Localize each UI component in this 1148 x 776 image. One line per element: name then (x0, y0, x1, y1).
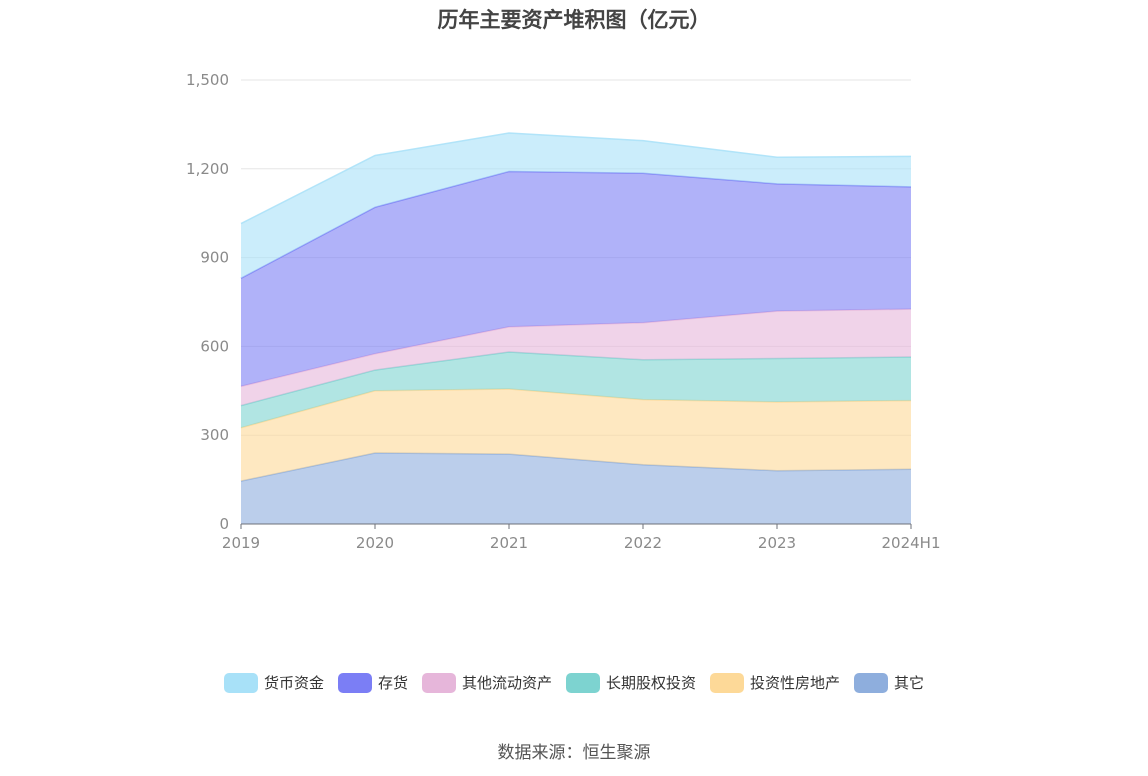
x-tick-label: 2021 (490, 534, 528, 552)
legend-swatch (421, 672, 456, 693)
legend-item[interactable]: 其它 (854, 672, 924, 693)
area-series-0[interactable] (241, 452, 911, 524)
legend-label: 货币资金 (263, 674, 324, 692)
legend-label: 其它 (894, 674, 925, 692)
legend-swatch (337, 672, 372, 693)
x-tick-label: 2024H1 (882, 534, 941, 552)
legend-item[interactable]: 存货 (337, 672, 408, 693)
legend-label: 投资性房地产 (750, 674, 841, 692)
area-series-3[interactable] (241, 309, 911, 406)
y-tick-label: 600 (200, 337, 229, 355)
y-tick-label: 900 (200, 249, 229, 267)
x-tick-label: 2019 (222, 534, 260, 552)
area-series-4[interactable] (241, 171, 911, 387)
x-tick-label: 2022 (624, 534, 662, 552)
x-tick-label: 2020 (356, 534, 394, 552)
area-series-2[interactable] (241, 352, 911, 428)
legend-label: 其他流动资产 (461, 674, 552, 692)
area-series-line-5 (240, 132, 912, 225)
chart-title: 历年主要资产堆积图（亿元） (437, 8, 711, 32)
legend-swatch (566, 672, 600, 693)
legend-swatch (854, 672, 889, 693)
y-tick-label: 0 (219, 515, 229, 533)
legend-item[interactable]: 其他流动资产 (421, 672, 552, 693)
legend-item[interactable]: 货币资金 (223, 672, 324, 693)
data-source-note: 数据来源：恒生聚源 (497, 743, 651, 763)
legend: 货币资金 存货 其他流动资产 长期股权投资 投资性房地产 其它 (0, 672, 1148, 693)
area-layer (240, 132, 912, 524)
legend-item[interactable]: 投资性房地产 (710, 672, 840, 693)
legend-item[interactable]: 长期股权投资 (566, 672, 696, 693)
legend-swatch (710, 672, 745, 693)
area-series-5[interactable] (241, 132, 911, 279)
y-tick-label: 1,500 (186, 71, 229, 89)
area-series-1[interactable] (241, 389, 911, 482)
legend-label: 长期股权投资 (606, 674, 697, 692)
y-tick-label: 300 (200, 426, 229, 444)
legend-label: 存货 (377, 674, 408, 692)
legend-swatch (223, 672, 258, 693)
y-tick-label: 1,200 (186, 160, 229, 178)
axis-layer: 0 300 600 900 1,200 1,500 2019 2020 2021 2022 2023… (186, 71, 940, 552)
x-tick-label: 2023 (758, 534, 796, 552)
